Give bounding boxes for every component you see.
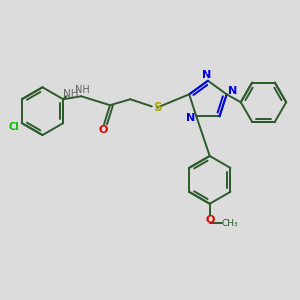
Text: O: O — [205, 215, 214, 226]
Text: N: N — [202, 70, 212, 80]
Text: NH: NH — [74, 85, 89, 95]
Text: N: N — [228, 86, 237, 96]
Text: NH: NH — [63, 89, 78, 99]
Text: O: O — [99, 125, 108, 135]
Text: Cl: Cl — [9, 122, 20, 132]
Text: N: N — [186, 113, 195, 123]
Text: S: S — [153, 101, 161, 114]
Text: CH₃: CH₃ — [221, 219, 238, 228]
